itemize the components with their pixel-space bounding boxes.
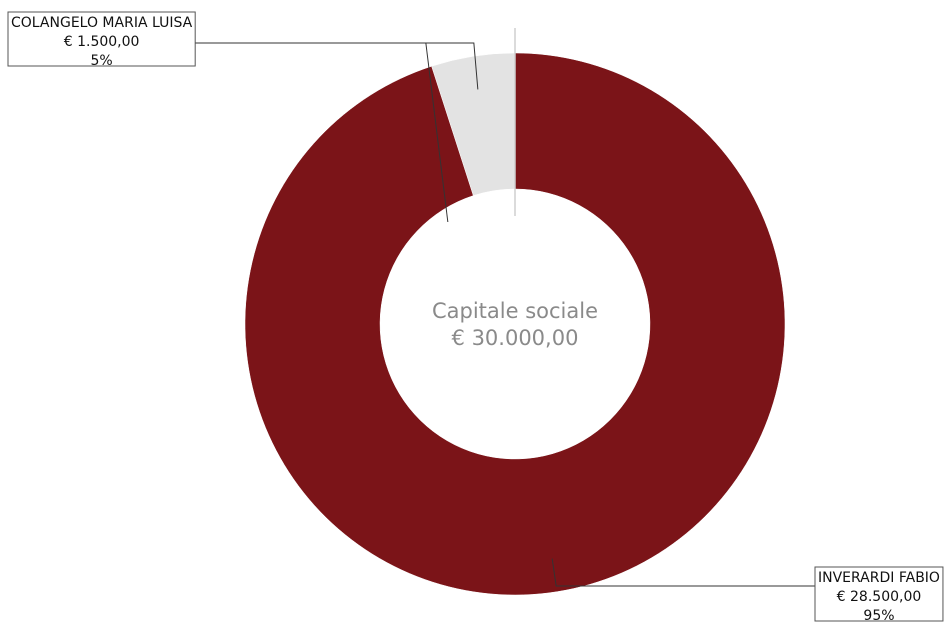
center-value: € 30.000,00 [452,326,579,350]
leader-secondary-0 [425,42,449,223]
label-percent-0: 5% [90,53,112,69]
label-percent-1: 95% [863,608,894,624]
leader-line-0 [195,42,479,90]
donut-slices [244,52,786,596]
label-name-1: INVERARDI FABIO [818,570,940,586]
label-box-0 [7,11,196,67]
leader-line-1 [551,558,815,587]
slice-label-0: COLANGELO MARIA LUISA € 1.500,00 5% [7,11,196,69]
label-name-0: COLANGELO MARIA LUISA [11,15,193,31]
slice-labels: COLANGELO MARIA LUISA € 1.500,00 5% INVERAR… [7,11,944,624]
slice-1 [244,52,786,596]
center-title: Capitale sociale [432,299,598,323]
label-value-0: € 1.500,00 [64,34,140,50]
label-value-1: € 28.500,00 [837,589,922,605]
label-box-1 [814,566,944,622]
slice-label-1: INVERARDI FABIO € 28.500,00 95% [814,566,944,624]
